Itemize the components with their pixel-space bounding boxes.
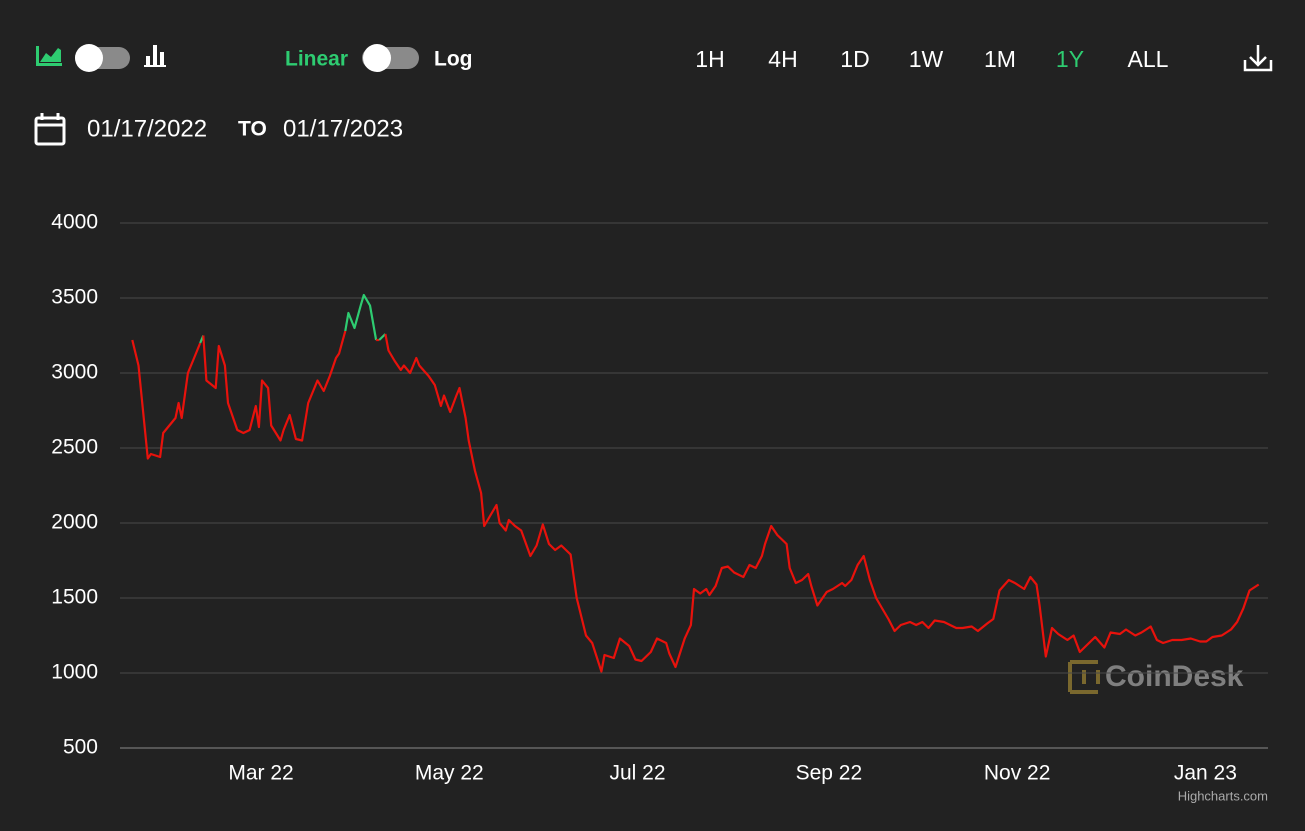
price-line [378,333,387,341]
x-tick-label: Jul 22 [610,762,666,785]
date-to[interactable]: 01/17/2023 [283,115,403,142]
range-button[interactable]: ALL [1128,46,1169,72]
date-to-label: TO [238,118,267,141]
download-icon[interactable] [1243,45,1273,72]
watermark: CoinDesk [1105,660,1244,693]
range-button[interactable]: 1H [695,46,724,72]
range-button[interactable]: 1D [840,46,869,72]
y-tick-label: 2500 [51,436,98,459]
range-button[interactable]: 1M [984,46,1016,72]
y-tick-label: 500 [63,736,98,759]
chart-type-toggle[interactable] [75,44,130,72]
x-tick-label: Nov 22 [984,762,1051,785]
log-label[interactable]: Log [434,48,472,71]
range-button[interactable]: 1Y [1056,46,1084,72]
range-buttons: 1H 4H 1D 1W 1M 1Y ALL [695,46,1168,72]
y-tick-label: 1000 [51,661,98,684]
scale-toggle[interactable] [362,44,419,72]
price-line [344,293,378,341]
range-button[interactable]: 1W [909,46,944,72]
price-line [202,330,347,442]
x-tick-label: Jan 23 [1174,762,1237,785]
y-tick-label: 2000 [51,511,98,534]
calendar-icon[interactable] [34,113,66,146]
y-tick-label: 3500 [51,286,98,309]
credit[interactable]: Highcharts.com [1178,788,1268,803]
grid [120,222,1268,749]
area-chart-icon[interactable] [36,46,62,66]
price-line [131,339,202,460]
watermark-logo [1068,660,1100,694]
bar-chart-icon[interactable] [144,45,166,67]
linear-label[interactable]: Linear [285,48,348,71]
x-tick-label: Sep 22 [796,762,863,785]
y-tick-label: 3000 [51,361,98,384]
date-from[interactable]: 01/17/2022 [87,115,207,142]
range-button[interactable]: 4H [768,46,797,72]
y-tick-label: 4000 [51,211,98,234]
y-tick-label: 1500 [51,586,98,609]
x-tick-label: May 22 [415,762,484,785]
price-line [384,333,1260,673]
x-tick-label: Mar 22 [228,762,293,785]
